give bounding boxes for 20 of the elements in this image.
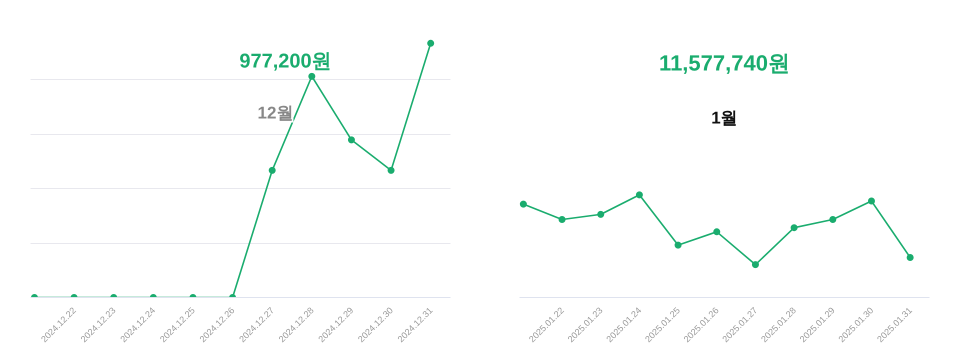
point <box>752 261 759 268</box>
point <box>268 166 276 174</box>
point <box>790 224 798 232</box>
point <box>868 198 875 205</box>
point <box>520 200 527 208</box>
point <box>597 210 604 218</box>
point <box>558 216 566 223</box>
point <box>388 166 395 174</box>
point <box>308 72 316 80</box>
text: 11,577,740원 <box>659 50 790 76</box>
point <box>674 242 682 249</box>
point <box>829 216 836 223</box>
point <box>713 228 720 236</box>
annotation: 12월 <box>258 104 294 122</box>
point <box>348 136 355 144</box>
text: 1월 <box>711 108 738 128</box>
point <box>636 191 643 198</box>
point <box>427 40 434 47</box>
annotation: 977,200원 <box>239 50 332 72</box>
point <box>906 254 914 261</box>
